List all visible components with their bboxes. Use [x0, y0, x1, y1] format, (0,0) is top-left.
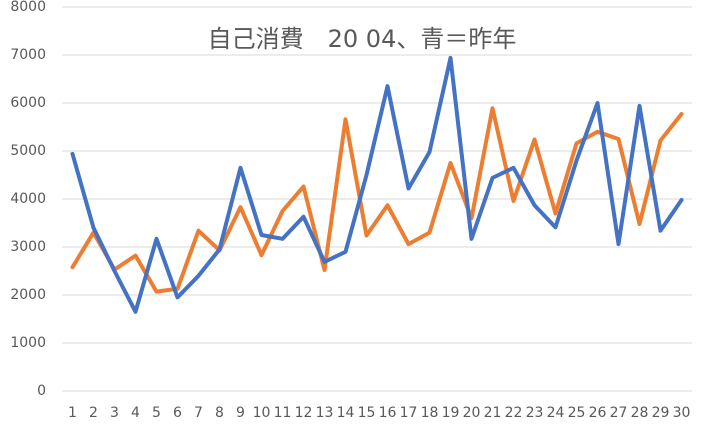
x-tick-label: 3 [110, 405, 119, 421]
x-tick-label: 24 [547, 405, 565, 421]
chart-title: 自己消費 20 04、青＝昨年 [208, 25, 517, 53]
y-tick-label: 5000 [10, 143, 46, 159]
x-tick-label: 17 [400, 405, 418, 421]
y-tick-label: 8000 [10, 0, 46, 15]
x-tick-label: 29 [652, 405, 670, 421]
x-tick-label: 26 [589, 405, 607, 421]
x-tick-label: 13 [316, 405, 334, 421]
x-tick-label: 8 [215, 405, 224, 421]
x-tick-label: 6 [173, 405, 182, 421]
x-tick-label: 22 [505, 405, 523, 421]
x-tick-label: 12 [295, 405, 313, 421]
x-tick-label: 15 [358, 405, 376, 421]
x-tick-label: 5 [152, 405, 161, 421]
x-tick-label: 16 [379, 405, 397, 421]
y-tick-label: 7000 [10, 47, 46, 63]
y-tick-label: 2000 [10, 287, 46, 303]
x-tick-label: 10 [253, 405, 271, 421]
x-tick-label: 9 [236, 405, 245, 421]
x-tick-label: 23 [526, 405, 544, 421]
x-tick-label: 19 [442, 405, 460, 421]
y-tick-label: 3000 [10, 239, 46, 255]
x-tick-label: 21 [484, 405, 502, 421]
x-tick-label: 11 [274, 405, 292, 421]
x-tick-label: 27 [610, 405, 628, 421]
x-tick-label: 28 [631, 405, 649, 421]
x-tick-label: 4 [131, 405, 140, 421]
x-tick-label: 1 [68, 405, 77, 421]
x-tick-label: 25 [568, 405, 586, 421]
y-tick-label: 0 [37, 383, 46, 399]
x-tick-label: 18 [421, 405, 439, 421]
x-tick-label: 2 [89, 405, 98, 421]
y-tick-label: 4000 [10, 191, 46, 207]
y-tick-label: 1000 [10, 335, 46, 351]
x-tick-label: 7 [194, 405, 203, 421]
y-tick-label: 6000 [10, 95, 46, 111]
line-series [70, 55, 684, 314]
x-tick-label: 30 [673, 405, 691, 421]
x-tick-label: 20 [463, 405, 481, 421]
x-tick-label: 14 [337, 405, 355, 421]
